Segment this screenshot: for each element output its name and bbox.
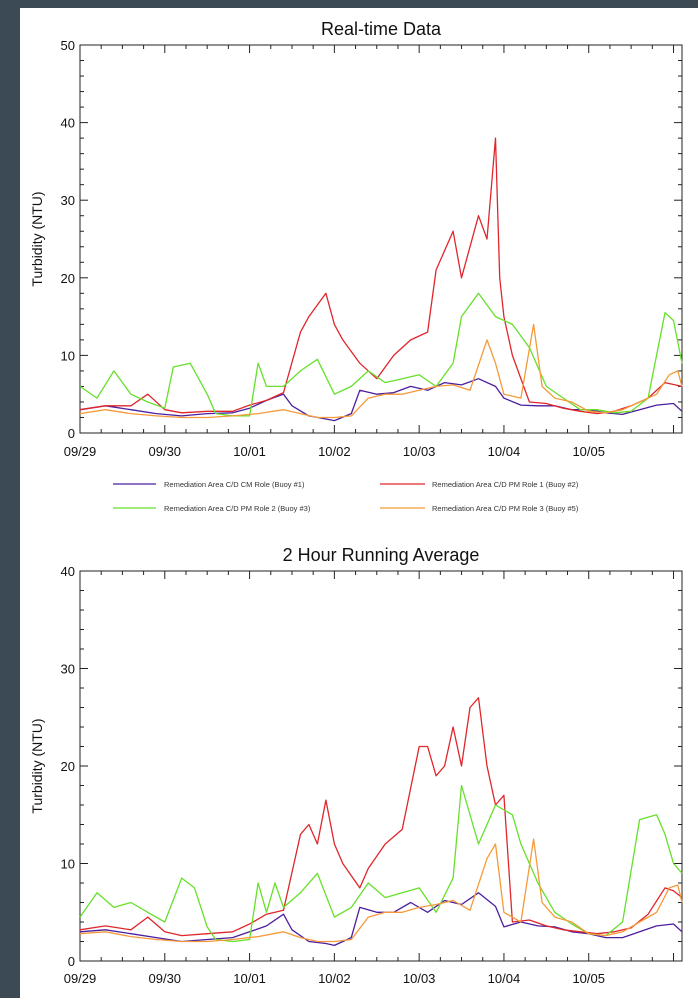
chart2-x-tick-label: 10/04 [488, 971, 521, 986]
chart1-x-tick-label: 09/29 [64, 444, 97, 459]
chart1-series-line-3 [79, 292, 683, 417]
chart2-x-tick-label: 10/02 [318, 971, 351, 986]
chart1-x-tick-label: 10/05 [572, 444, 605, 459]
chart1-y-tick-label: 10 [61, 348, 75, 363]
chart1-legend-label-3: Remediation Area C/D PM Role 2 (Buoy #3) [164, 504, 311, 513]
chart2-y-tick-label: 40 [61, 564, 75, 579]
chart1-y-tick-label: 0 [68, 426, 75, 441]
chart1-series-line-4 [79, 323, 683, 419]
chart2-plot-frame [79, 570, 683, 962]
figure-panel: Real-time Data Turbidity (NTU) 0 10 20 30 40 50… [20, 8, 698, 998]
chart1-y-tick-label: 40 [61, 116, 75, 131]
chart2-y-tick-label: 0 [68, 954, 75, 969]
chart2-x-tick-label: 09/30 [149, 971, 182, 986]
chart1-x-tick-label: 10/01 [233, 444, 266, 459]
chart1-y-axis-label: Turbidity (NTU) [29, 191, 45, 286]
turbidity-figure: Real-time Data Turbidity (NTU) 0 10 20 30 40 50… [29, 19, 683, 986]
chart2-x-tick-label: 10/05 [572, 971, 605, 986]
chart1-legend-label-2: Remediation Area C/D PM Role 1 (Buoy #2) [432, 480, 579, 489]
chart1-y-tick-label: 30 [61, 193, 75, 208]
chart2-title: 2 Hour Running Average [283, 545, 480, 565]
chart2-y-tick-label: 30 [61, 662, 75, 677]
chart2-y-tick-label: 10 [61, 857, 75, 872]
chart1-legend-label-4: Remediation Area C/D PM Role 3 (Buoy #5) [432, 504, 579, 513]
chart1-x-tick-label: 10/03 [403, 444, 436, 459]
chart2-y-tick-label: 20 [61, 759, 75, 774]
chart1-y-tick-label: 20 [61, 271, 75, 286]
chart1-title: Real-time Data [321, 19, 442, 39]
chart1-legend-label-1: Remediation Area C/D CM Role (Buoy #1) [164, 480, 305, 489]
chart2-y-axis-label: Turbidity (NTU) [29, 718, 45, 813]
chart2-series-line-4 [79, 838, 683, 943]
chart1-plot-frame [79, 44, 683, 434]
chart1-series-line-2 [79, 137, 683, 415]
chart1-x-tick-label: 09/30 [149, 444, 182, 459]
chart1-x-tick-label: 10/02 [318, 444, 351, 459]
chart2-x-tick-label: 10/03 [403, 971, 436, 986]
chart2-series-line-2 [79, 697, 683, 937]
chart2-x-tick-label: 10/01 [233, 971, 266, 986]
chart2-x-tick-label: 09/29 [64, 971, 97, 986]
chart1-y-tick-label: 50 [61, 38, 75, 53]
chart1-x-tick-label: 10/04 [488, 444, 521, 459]
